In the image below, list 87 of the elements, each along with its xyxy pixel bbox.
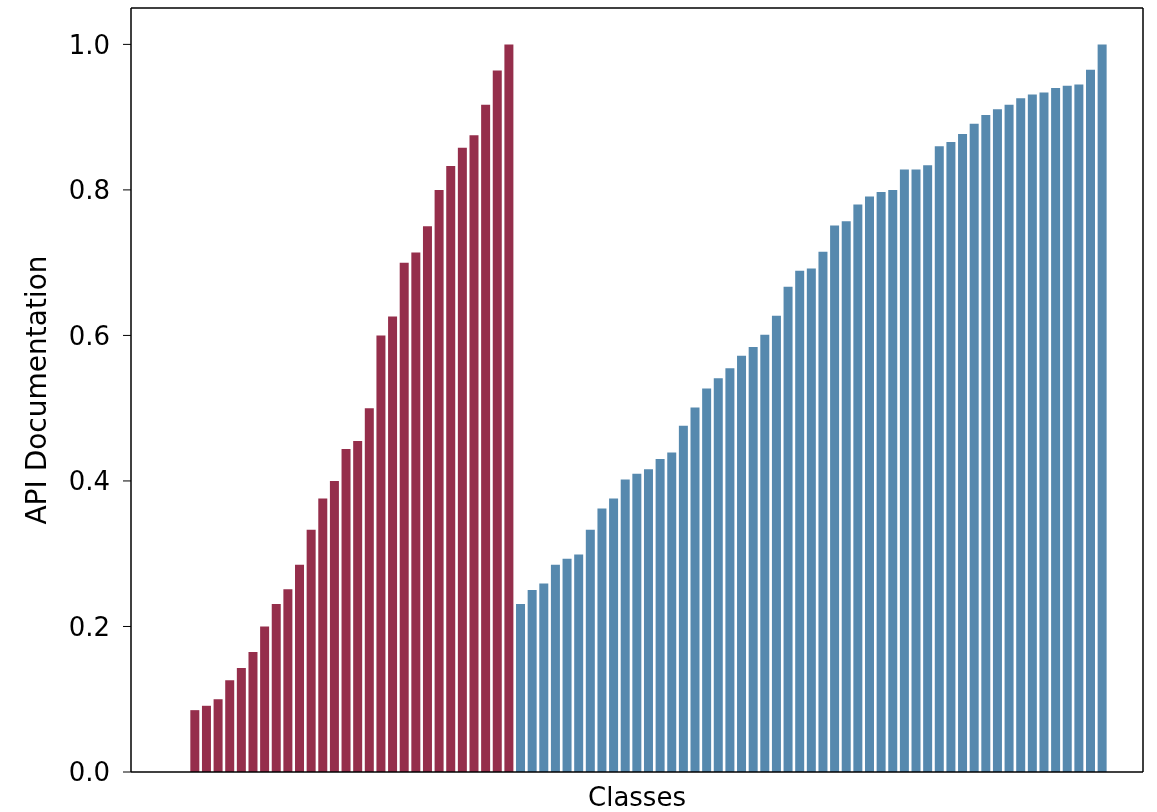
bar — [550, 564, 560, 772]
bar — [190, 710, 200, 772]
y-tick-label: 1.0 — [68, 29, 110, 60]
bar — [341, 448, 351, 772]
bar — [713, 378, 723, 772]
bar — [923, 165, 933, 772]
bar — [434, 189, 444, 772]
y-tick-label: 0.2 — [68, 611, 110, 642]
bar — [527, 590, 537, 772]
bar — [771, 315, 781, 772]
bar — [201, 705, 211, 772]
bar — [411, 252, 421, 772]
bar — [504, 44, 514, 772]
bar — [236, 667, 246, 772]
bar — [864, 196, 874, 772]
bar — [1086, 69, 1095, 772]
bar — [934, 146, 944, 772]
bar — [492, 70, 502, 772]
bar — [992, 109, 1002, 772]
bar — [899, 169, 909, 772]
bar — [609, 498, 619, 772]
bar — [655, 459, 665, 772]
y-tick-label: 0.4 — [68, 466, 110, 497]
bar — [388, 316, 398, 772]
bar — [376, 335, 386, 772]
bar — [737, 355, 747, 772]
bar — [225, 680, 235, 772]
bar — [911, 169, 921, 772]
bar — [818, 251, 828, 772]
bar — [283, 589, 293, 772]
bar — [1027, 94, 1037, 772]
y-tick-label: 0.0 — [68, 757, 110, 788]
bar — [1097, 44, 1107, 772]
bar — [760, 334, 770, 772]
y-tick-label: 0.6 — [68, 320, 110, 351]
x-axis-title: Classes — [588, 782, 686, 812]
bar — [958, 133, 968, 772]
y-tick-label: 0.8 — [68, 175, 110, 206]
bar — [422, 226, 432, 772]
bar — [329, 480, 339, 772]
bar — [853, 204, 863, 772]
bar — [353, 440, 363, 772]
bar — [748, 347, 758, 772]
bar — [725, 368, 735, 772]
bar — [213, 699, 223, 772]
bar — [597, 508, 607, 772]
bar — [562, 558, 572, 772]
bar — [1039, 92, 1049, 772]
bar — [620, 479, 630, 772]
bar — [678, 425, 688, 772]
bar — [667, 452, 677, 772]
bar — [574, 554, 584, 772]
bar — [585, 529, 595, 772]
bar — [888, 189, 898, 772]
bar — [1062, 85, 1072, 772]
bar — [318, 498, 328, 772]
bar — [306, 529, 316, 772]
bar — [1016, 98, 1026, 772]
bar — [260, 626, 270, 772]
bar — [457, 147, 467, 772]
bar — [1074, 84, 1084, 772]
bar — [481, 104, 491, 772]
bar — [690, 407, 700, 772]
bar — [469, 135, 479, 772]
bar — [830, 225, 840, 772]
bar — [946, 141, 956, 772]
bar — [248, 651, 258, 772]
bar — [1004, 104, 1014, 772]
bar — [643, 469, 653, 772]
bar — [516, 603, 526, 772]
bar — [841, 221, 851, 772]
bar — [795, 270, 805, 772]
bar — [446, 165, 456, 772]
bar — [271, 603, 281, 772]
bar — [399, 262, 409, 772]
y-axis-title: API Documentation — [19, 255, 53, 525]
bar — [1051, 88, 1061, 772]
bar — [806, 268, 816, 772]
bar — [702, 388, 712, 772]
bar — [876, 192, 886, 772]
bar — [632, 473, 642, 772]
bar — [969, 123, 979, 772]
bar — [295, 564, 305, 772]
bar — [783, 286, 793, 772]
bar — [364, 408, 374, 772]
bar — [981, 114, 991, 772]
bar — [539, 583, 549, 772]
